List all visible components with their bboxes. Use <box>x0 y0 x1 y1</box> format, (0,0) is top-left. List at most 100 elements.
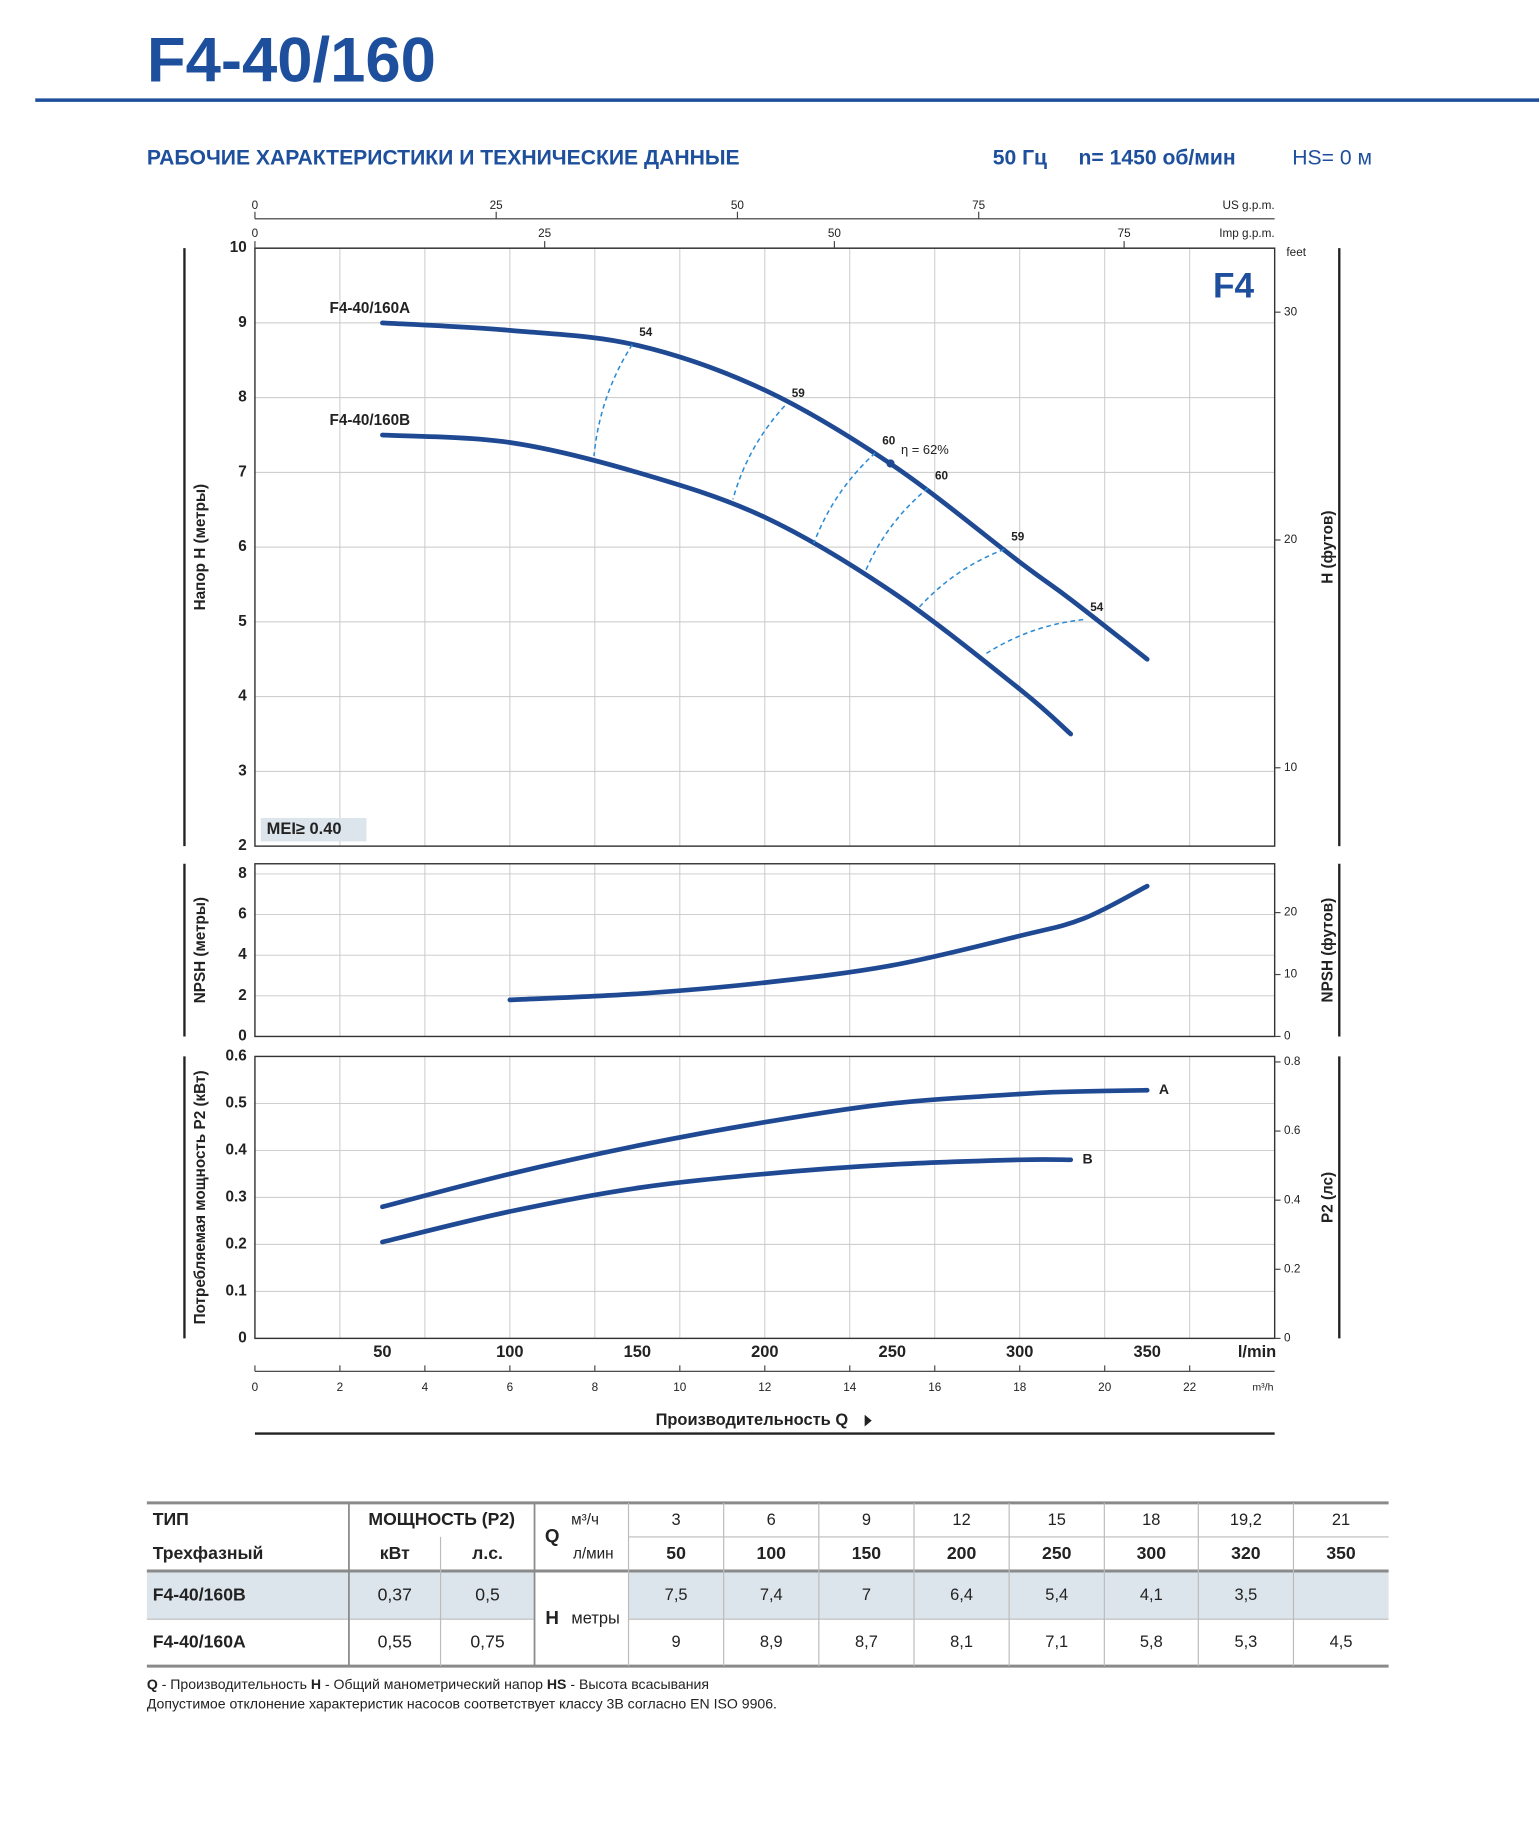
x-unit: l/min <box>1238 1343 1276 1361</box>
table-cell: 250 <box>1042 1543 1072 1563</box>
table-header: кВт <box>380 1543 410 1563</box>
y2-tick-label: 0 <box>1284 1331 1291 1344</box>
x2-tick-label: 4 <box>422 1381 429 1394</box>
efficiency-line <box>918 548 1005 609</box>
table-cell: 5,8 <box>1140 1633 1163 1651</box>
top-axis-unit: Imp g.p.m. <box>1219 227 1274 240</box>
speed: n= 1450 об/мин <box>1078 146 1235 169</box>
table-cell: 350 <box>1326 1543 1356 1563</box>
note-key: HS <box>547 1676 567 1692</box>
y-axis-label: Потребляемая мощность P2 (кВт) <box>192 1070 209 1324</box>
y2-axis-label: NPSH (футов) <box>1320 898 1337 1003</box>
y-tick-label: 9 <box>238 314 246 331</box>
series-label: F4-40/160B <box>330 412 411 429</box>
table-cell: 0,55 <box>378 1631 412 1651</box>
x2-tick-label: 18 <box>1013 1381 1027 1394</box>
table-cell: 5,3 <box>1234 1633 1257 1651</box>
x2-unit: m³/h <box>1252 1382 1273 1394</box>
efficiency-line <box>732 405 786 500</box>
x2-tick-label: 12 <box>758 1381 771 1394</box>
table-cell: F4-40/160B <box>153 1584 246 1604</box>
table-cell: 320 <box>1231 1543 1261 1563</box>
plot-frame <box>254 1055 1276 1340</box>
efficiency-label: 59 <box>1011 531 1025 544</box>
table-cell: 150 <box>852 1543 882 1563</box>
y2-tick-label: 30 <box>1284 305 1298 318</box>
y-tick-label: 0.5 <box>225 1094 247 1111</box>
y-tick-label: 0 <box>238 1329 246 1346</box>
y-tick-label: 3 <box>238 762 246 779</box>
table-cell: F4-40/160A <box>153 1631 246 1651</box>
efficiency-label: 60 <box>882 434 896 447</box>
table-cell: 6 <box>767 1511 776 1529</box>
table-cell: 4,1 <box>1140 1586 1163 1604</box>
table-cell: 3 <box>672 1511 681 1529</box>
x2-tick-label: 6 <box>507 1381 514 1394</box>
table-header: Q <box>545 1525 560 1546</box>
table-cell: 100 <box>757 1543 787 1563</box>
top-tick-label: 50 <box>828 227 842 240</box>
top-tick-label: 25 <box>538 227 552 240</box>
top-tick-label: 0 <box>252 227 259 240</box>
top-axis-unit: US g.p.m. <box>1222 199 1274 212</box>
table-cell: 3,5 <box>1234 1586 1257 1604</box>
top-tick-label: 50 <box>731 199 745 212</box>
y-tick-label: 6 <box>238 538 246 555</box>
x2-tick-label: 10 <box>673 1381 687 1394</box>
x2-tick-label: 8 <box>592 1381 599 1394</box>
suction-height: HS= 0 м <box>1292 146 1372 169</box>
y2-axis-label: P2 (лс) <box>1320 1172 1337 1223</box>
y-tick-label: 8 <box>238 865 247 882</box>
series-label: A <box>1159 1081 1169 1097</box>
x-tick-label: 300 <box>1006 1343 1033 1361</box>
y2-tick-label: 0.4 <box>1284 1193 1301 1206</box>
arrow-icon <box>864 1414 872 1427</box>
x-tick-label: 250 <box>879 1343 906 1361</box>
curve <box>507 883 1150 1003</box>
efficiency-label: 54 <box>1090 601 1104 614</box>
y2-tick-label: 0 <box>1284 1030 1291 1043</box>
y-axis-label: NPSH (метры) <box>192 897 209 1003</box>
table-cell: 21 <box>1332 1511 1350 1529</box>
top-tick-label: 75 <box>972 199 986 212</box>
frequency: 50 Гц <box>993 146 1047 169</box>
y-tick-label: 6 <box>238 906 246 923</box>
table-header: л.с. <box>472 1543 503 1563</box>
y2-axis-label: H (футов) <box>1320 511 1337 584</box>
y-tick-label: 0.6 <box>225 1047 246 1064</box>
y-tick-label: 4 <box>238 946 247 963</box>
table-cell: 0,37 <box>378 1584 412 1604</box>
row-shade <box>146 1570 535 1620</box>
table-cell: 300 <box>1137 1543 1167 1563</box>
y-tick-label: 2 <box>238 987 246 1004</box>
efficiency-line <box>813 452 876 544</box>
row-shade <box>628 1570 1389 1620</box>
table-cell: 9 <box>672 1633 681 1651</box>
note-text: - Производительность <box>158 1676 311 1692</box>
y-tick-label: 0 <box>238 1027 246 1044</box>
y-tick-label: 0.4 <box>225 1141 247 1158</box>
table-cell: 18 <box>1142 1511 1160 1529</box>
y-tick-label: 10 <box>230 239 247 256</box>
table-cell: 5,4 <box>1045 1586 1068 1604</box>
curve <box>380 1157 1074 1245</box>
efficiency-line <box>593 344 633 457</box>
plot-frame <box>254 863 1276 1038</box>
series-label: B <box>1082 1151 1092 1167</box>
table-cell: 7,1 <box>1045 1633 1068 1651</box>
table-cell: 8,9 <box>760 1633 783 1651</box>
y-tick-label: 8 <box>238 389 247 406</box>
table-header: H <box>545 1607 559 1628</box>
top-tick-label: 25 <box>490 199 504 212</box>
table-cell: 7,4 <box>760 1586 783 1604</box>
x-axis-label: Производительность Q <box>656 1411 849 1429</box>
y-tick-label: 2 <box>238 837 246 854</box>
y2-tick-label: 0.2 <box>1284 1262 1300 1275</box>
table-cell: 200 <box>947 1543 977 1563</box>
best-label: η = 62% <box>901 442 949 457</box>
series-label: F4-40/160A <box>330 300 411 317</box>
y2-unit: feet <box>1286 246 1306 259</box>
curve <box>380 432 1074 737</box>
y-tick-label: 4 <box>238 688 247 705</box>
note-text: - Высота всасывания <box>566 1676 709 1692</box>
